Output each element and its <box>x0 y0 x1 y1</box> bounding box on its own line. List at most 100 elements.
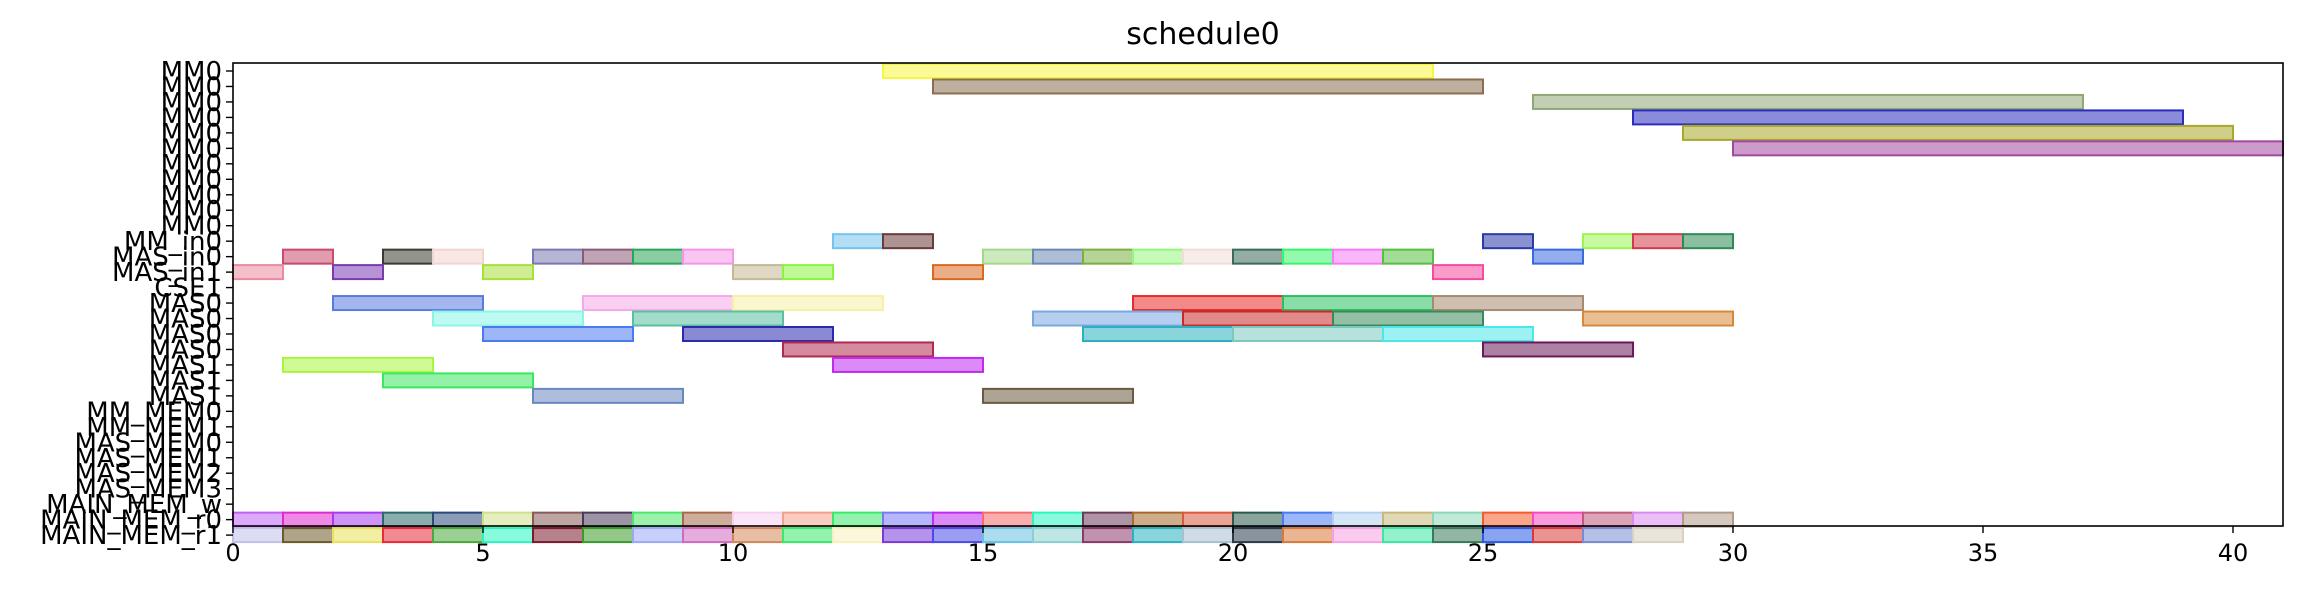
y-axis: MM0MM0MM0MM0MM0MM0MM0MM0MM0MM0MM0MM_in0M… <box>40 57 233 551</box>
y-tick-label: MAS1 <box>149 382 222 412</box>
y-tick-label: MM0 <box>161 88 222 118</box>
task-bar <box>832 233 884 250</box>
task-bar <box>1582 527 1634 544</box>
task-bar <box>1632 109 2184 126</box>
x-tick-label: 0 <box>225 539 240 567</box>
x-tick-label: 25 <box>1468 539 1499 567</box>
task-bar <box>1482 511 1534 528</box>
y-tick-label: MAIN_MEM_r0 <box>40 506 222 536</box>
task-bar <box>482 325 634 342</box>
task-bar <box>982 511 1034 528</box>
task-bar <box>632 527 684 544</box>
plot-frame <box>232 62 2284 527</box>
task-bar <box>532 511 584 528</box>
task-bar <box>932 264 984 281</box>
task-bar <box>682 511 734 528</box>
task-bar <box>582 527 634 544</box>
y-tick-label: MAS_in0 <box>112 243 222 273</box>
task-bar <box>1132 527 1184 544</box>
task-bar <box>382 372 534 389</box>
task-bar <box>1382 325 1534 342</box>
task-bar <box>1632 233 1684 250</box>
x-tick-label: 15 <box>968 539 999 567</box>
task-bar <box>1482 341 1634 358</box>
task-bar <box>682 325 834 342</box>
task-bar <box>882 63 1434 79</box>
task-bar <box>332 295 484 312</box>
task-bar <box>782 511 834 528</box>
task-bar <box>1132 248 1184 265</box>
task-bar <box>732 264 784 281</box>
task-bar <box>432 248 484 265</box>
task-bar <box>932 78 1484 95</box>
y-tick-label: MAS0 <box>149 289 222 319</box>
task-bar <box>1082 325 1234 342</box>
task-bar <box>432 511 484 528</box>
task-bar <box>882 527 934 544</box>
task-bar <box>1232 325 1384 342</box>
task-bar <box>282 356 434 373</box>
task-bar <box>1682 233 1734 250</box>
y-tick-label: CSE1 <box>154 274 222 304</box>
task-bar <box>1532 527 1584 544</box>
task-bar <box>1232 248 1284 265</box>
y-tick-label: MM0 <box>161 103 222 133</box>
y-tick-label: MM0 <box>161 72 222 102</box>
y-tick-label: MAS0 <box>149 335 222 365</box>
task-bar <box>1282 527 1334 544</box>
task-bar <box>432 310 584 327</box>
task-bar <box>1282 248 1334 265</box>
task-bar <box>782 341 934 358</box>
y-tick-label: MAS_MEM2 <box>74 459 222 489</box>
task-bar <box>282 511 334 528</box>
y-tick-label: MM0 <box>161 119 222 149</box>
task-bar <box>1432 511 1484 528</box>
task-bar <box>1032 527 1084 544</box>
task-bar <box>1632 527 1684 544</box>
task-bar <box>1332 310 1484 327</box>
y-tick-label: MAS_MEM0 <box>74 428 222 458</box>
chart-title: schedule0 <box>1126 17 1280 52</box>
task-bar <box>1382 527 1434 544</box>
y-tick-label: MM0 <box>161 150 222 180</box>
x-axis: 0 5 10 15 20 25 30 35 40 <box>225 526 2248 567</box>
y-tick-label: MAS1 <box>149 351 222 381</box>
task-bar <box>1032 511 1084 528</box>
y-tick-label: MM0 <box>161 57 222 87</box>
task-bar <box>382 527 434 544</box>
task-bar <box>1082 511 1134 528</box>
task-bar <box>782 527 834 544</box>
task-bar <box>532 387 684 404</box>
y-tick-label: MAS_in1 <box>112 258 222 288</box>
task-bar <box>1532 93 2084 110</box>
task-bar <box>832 511 884 528</box>
task-bars <box>232 63 2284 544</box>
task-bar <box>582 248 634 265</box>
task-bar <box>1482 233 1534 250</box>
task-bar <box>1082 527 1134 544</box>
task-bar <box>1132 295 1284 312</box>
task-bar <box>482 511 534 528</box>
task-bar <box>732 511 784 528</box>
task-bar <box>582 295 734 312</box>
task-bar <box>732 295 884 312</box>
y-tick-label: MAIN_MEM_r1 <box>40 521 222 551</box>
x-tick-label: 40 <box>2218 539 2249 567</box>
task-bar <box>532 248 584 265</box>
task-bar <box>1032 310 1184 327</box>
task-bar <box>282 527 334 544</box>
task-bar <box>1032 248 1084 265</box>
task-bar <box>1582 233 1634 250</box>
task-bar <box>832 356 984 373</box>
task-bar <box>332 264 384 281</box>
task-bar <box>1582 511 1634 528</box>
task-bar <box>1332 527 1384 544</box>
task-bar <box>1682 124 2234 141</box>
task-bar <box>582 511 634 528</box>
task-bar <box>982 387 1134 404</box>
task-bar <box>1232 511 1284 528</box>
task-bar <box>1182 511 1234 528</box>
task-bar <box>632 511 684 528</box>
task-bar <box>1082 248 1134 265</box>
task-bar <box>632 310 784 327</box>
